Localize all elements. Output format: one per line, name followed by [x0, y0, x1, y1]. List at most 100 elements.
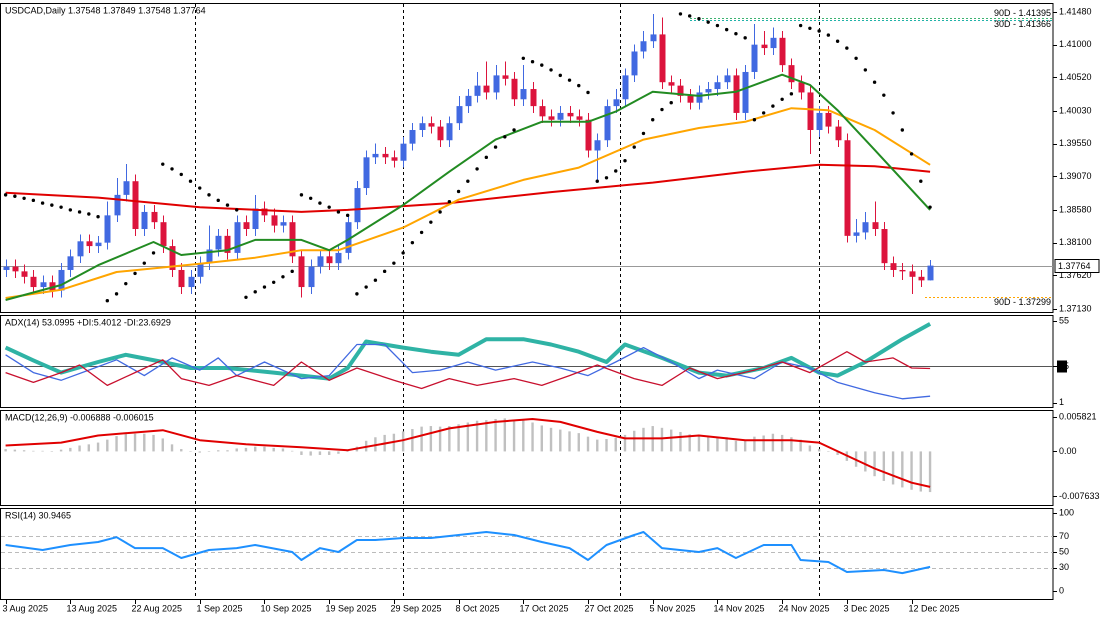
sar-dot [50, 203, 54, 207]
candle-body [770, 37, 777, 49]
candle-body [224, 235, 231, 253]
y-tick-label: 1.37130 [1059, 303, 1092, 313]
sar-dot [466, 179, 470, 183]
histogram-bar [87, 444, 91, 452]
indicator-line [5, 107, 931, 299]
candle-body [363, 157, 370, 189]
histogram-bar [817, 449, 821, 452]
sar-dot [216, 198, 220, 203]
sar-dot [59, 205, 63, 209]
histogram-bar [642, 427, 645, 452]
sar-dot [456, 189, 461, 194]
histogram-bar [235, 448, 238, 452]
sar-dot [225, 203, 230, 207]
histogram-bar [207, 451, 211, 452]
candle-body [30, 276, 37, 288]
candle-body [650, 34, 657, 42]
candle-body [326, 256, 333, 264]
y-tick-label: 1.39550 [1059, 138, 1092, 148]
histogram-bar [69, 447, 72, 452]
candle-body [742, 71, 749, 113]
sar-dot [493, 145, 498, 149]
sar-dot [854, 56, 858, 61]
candle-body [502, 75, 509, 79]
y-tick-label: 1.39070 [1059, 171, 1092, 181]
sar-dot [77, 210, 82, 214]
candle-body [446, 123, 453, 141]
histogram-bar [309, 451, 312, 456]
x-tick-label: 17 Oct 2025 [520, 603, 569, 613]
candle-body [114, 194, 121, 216]
x-tick-label: 24 Nov 2025 [779, 603, 830, 613]
sar-dot [577, 83, 581, 88]
histogram-bar [725, 437, 728, 452]
y-tick-label: 55 [1059, 315, 1069, 325]
x-tick-label: 29 Sep 2025 [391, 603, 442, 613]
histogram-bar [281, 448, 285, 452]
period-level-label: 90D - 1.41395 [994, 8, 1051, 18]
candle-body [391, 157, 398, 161]
pane-frame [0, 410, 1054, 506]
histogram-bar [928, 451, 932, 493]
y-level-box [1057, 360, 1067, 373]
sar-dot [789, 92, 794, 96]
y-tick-label: -0.007633 [1059, 491, 1100, 501]
sar-dot [697, 17, 701, 21]
histogram-bar [318, 451, 322, 455]
sar-dot [207, 193, 211, 197]
indicator-line [5, 343, 931, 400]
histogram-bar [771, 433, 775, 452]
candle-body [733, 75, 740, 113]
sar-dot [687, 14, 692, 18]
sar-dot [410, 240, 415, 245]
candle-body [881, 229, 888, 264]
y-tick-label: 0.00 [1059, 446, 1077, 456]
candle-body [261, 208, 268, 216]
histogram-bar [106, 439, 109, 452]
histogram-bar [716, 437, 719, 452]
histogram-bar [873, 451, 876, 477]
histogram-bar [910, 451, 913, 490]
candle-body [816, 112, 823, 131]
sar-dot [345, 213, 350, 218]
candle-body [178, 269, 185, 288]
sar-dot [382, 269, 387, 274]
x-tick-label: 19 Sep 2025 [326, 603, 377, 613]
sar-dot [521, 56, 526, 61]
indicator-line [4, 322, 932, 381]
sar-dot [253, 290, 257, 294]
histogram-bar [78, 445, 81, 452]
sar-dot [244, 295, 248, 299]
y-tick-label: 100 [1059, 507, 1074, 517]
candle-body [659, 34, 666, 83]
indicator-line [5, 73, 931, 301]
histogram-bar [586, 436, 590, 452]
sar-dot [124, 281, 128, 286]
y-tick-label: 25 [1059, 361, 1069, 371]
indicator-line [5, 163, 931, 213]
sar-dot [133, 271, 137, 276]
candle-body [788, 65, 795, 83]
sar-dot [87, 212, 91, 216]
histogram-bar [679, 431, 682, 452]
histogram-bar [503, 418, 507, 452]
histogram-bar [143, 433, 146, 452]
sar-dot [734, 32, 738, 36]
x-tick-label: 14 Nov 2025 [714, 603, 765, 613]
candle-body [77, 241, 84, 257]
candle-body [40, 282, 47, 288]
candle-body [317, 256, 324, 267]
sar-dot [761, 111, 766, 115]
pane-title: USDCAD,Daily 1.37548 1.37849 1.37548 1.3… [5, 5, 206, 15]
sar-dot [13, 194, 17, 198]
sar-dot [364, 285, 368, 289]
candle-body [483, 85, 490, 93]
candle-body [705, 89, 712, 93]
candle-body [243, 222, 250, 230]
histogram-bar [475, 420, 479, 452]
candle-body [419, 123, 426, 131]
histogram-bar [919, 451, 923, 492]
y-tick-label: 1.37620 [1059, 270, 1092, 280]
histogram-bar [32, 450, 35, 452]
candle-body [798, 82, 805, 93]
